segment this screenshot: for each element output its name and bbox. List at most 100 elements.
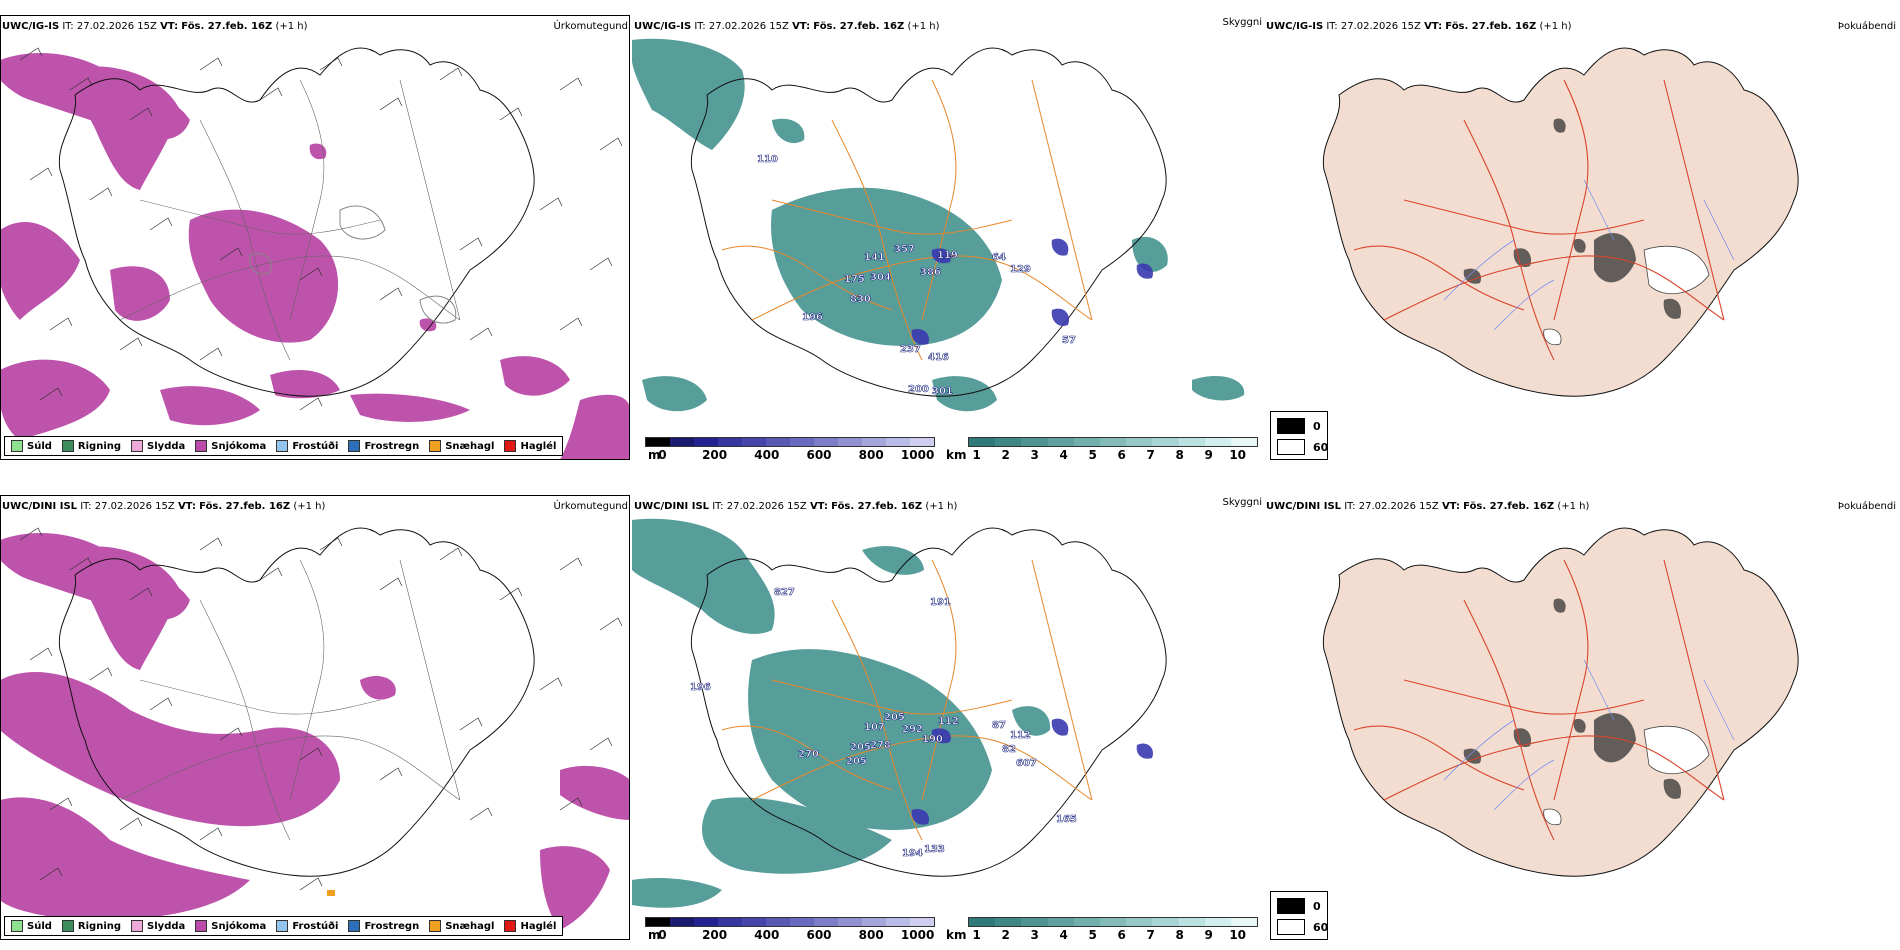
panel-header: UWC/DINI ISL IT: 27.02.2026 15Z VT: Fös.… bbox=[634, 501, 957, 512]
cloud-label: 194 bbox=[902, 848, 923, 859]
init-time: 27.02.2026 15Z bbox=[726, 501, 807, 512]
cloud-label: 205 bbox=[884, 712, 905, 723]
lead-offset: (+1 h) bbox=[907, 21, 940, 32]
road-network bbox=[119, 559, 461, 841]
precip-type-legend: Súld Rigning Slydda Snjókoma Frostúði Fr… bbox=[4, 916, 564, 936]
cloud-label: 175 bbox=[844, 274, 865, 285]
forecast-row-ig-is: UWC/IG-IS IT: 27.02.2026 15Z VT: Fös. 27… bbox=[0, 0, 1900, 470]
cloud-label: 205 bbox=[850, 742, 871, 753]
fog-legend-row: 60 bbox=[1277, 439, 1328, 455]
cloud-label: 64 bbox=[992, 252, 1006, 263]
cloud-unit: km bbox=[946, 448, 967, 462]
cloud-label: 304 bbox=[870, 272, 891, 283]
tick-label: 10 bbox=[1229, 448, 1247, 462]
precip-map[interactable] bbox=[0, 480, 632, 950]
precip-map[interactable] bbox=[0, 0, 632, 470]
cloud-label: 87 bbox=[992, 720, 1006, 731]
tick-label: 1000 bbox=[900, 448, 935, 462]
glacier-outlines bbox=[249, 205, 457, 324]
legend-label: Snjókoma bbox=[211, 920, 267, 932]
river-network bbox=[1443, 659, 1735, 811]
valid-time: Fös. 27.feb. 16Z bbox=[199, 501, 291, 512]
vt-label: VT: bbox=[160, 21, 179, 32]
tick-label: 6 bbox=[1117, 448, 1126, 462]
fog-index-panel: UWC/IG-IS IT: 27.02.2026 15Z VT: Fös. 27… bbox=[1264, 0, 1900, 470]
legend-label: Snæhagl bbox=[445, 440, 495, 452]
cloud-label: 386 bbox=[920, 267, 941, 278]
cloud-label: 196 bbox=[802, 312, 823, 323]
cloud-label: 278 bbox=[870, 740, 891, 751]
snow-pellet-area bbox=[327, 890, 335, 896]
tick-label: 600 bbox=[806, 928, 832, 942]
cloud-label: 607 bbox=[1016, 758, 1037, 769]
valid-time: Fös. 27.feb. 16Z bbox=[181, 21, 273, 32]
tick-label: 9 bbox=[1204, 928, 1213, 942]
tick-label: 200 bbox=[702, 448, 728, 462]
panel-header: UWC/IG-IS IT: 27.02.2026 15Z VT: Fös. 27… bbox=[2, 21, 308, 32]
tick-label: 7 bbox=[1146, 928, 1155, 942]
fog-index-map[interactable] bbox=[1264, 0, 1900, 470]
cloud-label: 830 bbox=[850, 294, 871, 305]
it-label: IT: bbox=[1326, 21, 1338, 32]
cloud-label: 205 bbox=[846, 756, 867, 767]
tick-label: 8 bbox=[1175, 448, 1184, 462]
cloud-label: 57 bbox=[1062, 335, 1076, 346]
tick-label: 3 bbox=[1030, 448, 1039, 462]
legend-label: Haglél bbox=[520, 920, 557, 932]
legend-label: Súld bbox=[27, 920, 52, 932]
colorbar-ticks: km 1 2 3 4 5 6 7 8 9 10 bbox=[946, 447, 1258, 462]
colorbar-cells bbox=[645, 437, 935, 447]
wind-barbs bbox=[19, 47, 623, 411]
vt-label: VT: bbox=[1424, 21, 1443, 32]
lead-offset: (+1 h) bbox=[925, 501, 958, 512]
fog-value: 60 bbox=[1313, 440, 1329, 454]
cloud-label: 270 bbox=[798, 749, 819, 760]
cloud-label: 112 bbox=[938, 716, 959, 727]
tick-label: 3 bbox=[1030, 928, 1039, 942]
cloud-label: 196 bbox=[690, 682, 711, 693]
colorbar-cells bbox=[645, 917, 935, 927]
model-name: UWC/IG-IS bbox=[634, 21, 692, 32]
cloud-label: 200 bbox=[908, 384, 929, 395]
colorbar-cells bbox=[968, 917, 1258, 927]
glacier-areas bbox=[1543, 245, 1710, 346]
legend-item: Snæhagl bbox=[429, 920, 494, 932]
legend-item: Súld bbox=[11, 920, 52, 932]
legend-item: Snæhagl bbox=[429, 440, 494, 452]
cloud-unit: km bbox=[946, 928, 967, 942]
cloud-label: 292 bbox=[902, 724, 923, 735]
tick-label: 400 bbox=[754, 448, 780, 462]
cloud-label: 133 bbox=[924, 844, 945, 855]
cloud-label: 190 bbox=[922, 734, 943, 745]
legend-label: Slydda bbox=[147, 440, 186, 452]
colorbar-ticks: m 0 200 400 600 800 1000 bbox=[645, 447, 935, 462]
fog-legend-row: 0 bbox=[1277, 418, 1321, 434]
mountain-areas bbox=[911, 238, 1153, 345]
fog-value: 0 bbox=[1313, 899, 1321, 913]
legend-label: Haglél bbox=[520, 440, 557, 452]
visibility-map[interactable]: 110 141 357 119 64 175 304 386 129 830 1… bbox=[632, 0, 1264, 470]
visibility-map[interactable]: 827 191 196 205 107 292 112 87 112 190 2… bbox=[632, 480, 1264, 950]
model-name: UWC/DINI ISL bbox=[634, 501, 710, 512]
tick-label: 6 bbox=[1117, 928, 1126, 942]
legend-swatch bbox=[11, 440, 23, 452]
fog-legend-row: 0 bbox=[1277, 898, 1321, 914]
panel-title: Skyggni bbox=[1222, 17, 1262, 28]
legend-swatch bbox=[195, 920, 208, 932]
tick-label: 1 bbox=[972, 448, 981, 462]
model-name: UWC/IG-IS bbox=[2, 21, 60, 32]
cloud-height-labels: 110 141 357 119 64 175 304 386 129 830 1… bbox=[757, 154, 1077, 398]
iceland-coastline bbox=[690, 527, 1167, 877]
tick-label: 5 bbox=[1088, 928, 1097, 942]
iceland-coastline bbox=[58, 47, 535, 397]
iceland-landmass bbox=[1322, 47, 1799, 397]
cloud-label: 827 bbox=[774, 587, 795, 598]
legend-swatch bbox=[131, 440, 144, 452]
fog-value: 0 bbox=[1313, 419, 1321, 433]
valid-time: Fös. 27.feb. 16Z bbox=[1463, 501, 1555, 512]
legend-swatch bbox=[276, 440, 289, 452]
legend-label: Súld bbox=[27, 440, 52, 452]
init-time: 27.02.2026 15Z bbox=[1358, 501, 1439, 512]
legend-item: Frostúði bbox=[276, 920, 338, 932]
fog-index-map[interactable] bbox=[1264, 480, 1900, 950]
